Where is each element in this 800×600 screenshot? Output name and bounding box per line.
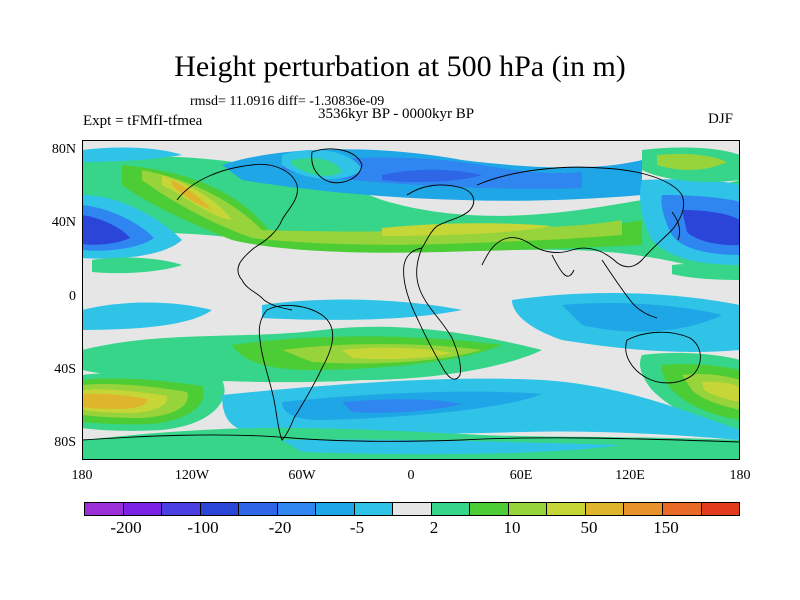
colorbar-swatch-11 [508, 503, 548, 515]
cbar-label-m100: -100 [187, 518, 219, 537]
colorbar-swatch-6 [316, 503, 355, 515]
tropical-teal-west [92, 257, 182, 274]
mid-lat-yellow-east [382, 223, 552, 236]
cbar-label-m5: -5 [349, 518, 365, 537]
sh-neg-band [222, 378, 740, 440]
pacific-low-east-core [682, 210, 740, 246]
colorbar-swatch-5 [277, 503, 317, 515]
colorbar [84, 502, 740, 516]
nw-lightblue-top [82, 147, 182, 162]
rmsd-text: rmsd= 11.0916 diff= -1.30836e-09 [190, 94, 385, 109]
colorbar-swatch-14 [624, 503, 663, 515]
lon-tick-120e: 120E [615, 468, 645, 483]
sh-pos-yellow [342, 347, 452, 360]
sw-pos-orange [82, 393, 148, 409]
period-text: 3536kyr BP - 0000kyr BP [318, 106, 475, 122]
plot-title: Height perturbation at 500 hPa (in m) [174, 50, 626, 83]
atlantic-low-core [382, 169, 482, 183]
colorbar-swatch-15 [662, 503, 702, 515]
greenland-teal-pocket [292, 158, 342, 176]
sh-neg-band-core [342, 399, 462, 413]
nh-orange-center [172, 180, 212, 210]
map-panel [81, 140, 741, 460]
sh-trop-lightblue-west [82, 302, 212, 330]
ne-positive-lime [657, 153, 727, 170]
colorbar-swatch-1 [123, 503, 163, 515]
cbar-label-150: 150 [653, 518, 679, 537]
colorbar-swatch-0 [85, 503, 124, 515]
coastlines [81, 148, 741, 443]
lon-tick-180e: 180 [729, 468, 751, 483]
lon-tick-120w: 120W [174, 468, 210, 483]
lon-tick-60e: 60E [509, 468, 533, 483]
lat-tick-0: 0 [69, 289, 76, 304]
colorbar-swatch-2 [162, 503, 201, 515]
height-field-map [81, 140, 741, 460]
colorbar-swatch-4 [239, 503, 278, 515]
lat-tick-80s: 80S [54, 435, 76, 450]
colorbar-swatch-9 [431, 503, 471, 515]
colorbar-swatch-3 [200, 503, 240, 515]
lat-tick-40s: 40S [54, 362, 76, 377]
cbar-label-2: 2 [429, 518, 439, 537]
colorbar-swatch-7 [354, 503, 394, 515]
sh-trop-blue-east [562, 303, 722, 332]
colorbar-swatch-12 [547, 503, 586, 515]
cbar-label-m20: -20 [268, 518, 292, 537]
nh-lime-band [142, 170, 622, 245]
pacific-low-west-core [82, 215, 130, 245]
season-label: DJF [708, 111, 734, 127]
tropical-teal-east [672, 263, 740, 280]
antarctic-lightblue [282, 439, 622, 455]
cbar-label-m200: -200 [110, 518, 142, 537]
colorbar-swatch-8 [393, 503, 432, 515]
lon-tick-180w: 180 [71, 468, 93, 483]
sh-trop-lightblue-mid [262, 299, 462, 320]
cbar-label-50: 50 [580, 518, 598, 537]
lat-tick-40n: 40N [51, 215, 76, 230]
colorbar-swatch-13 [585, 503, 625, 515]
lat-tick-80n: 80N [51, 142, 76, 157]
cbar-label-10: 10 [503, 518, 521, 537]
lon-tick-60w: 60W [288, 468, 316, 483]
lon-tick-0: 0 [407, 468, 415, 483]
experiment-label: Expt = tFMfI-tfmea [83, 113, 203, 129]
colorbar-swatch-10 [470, 503, 509, 515]
map-frame [82, 140, 740, 460]
colorbar-swatch-16 [701, 503, 740, 515]
se-pos-yellow [702, 381, 740, 402]
